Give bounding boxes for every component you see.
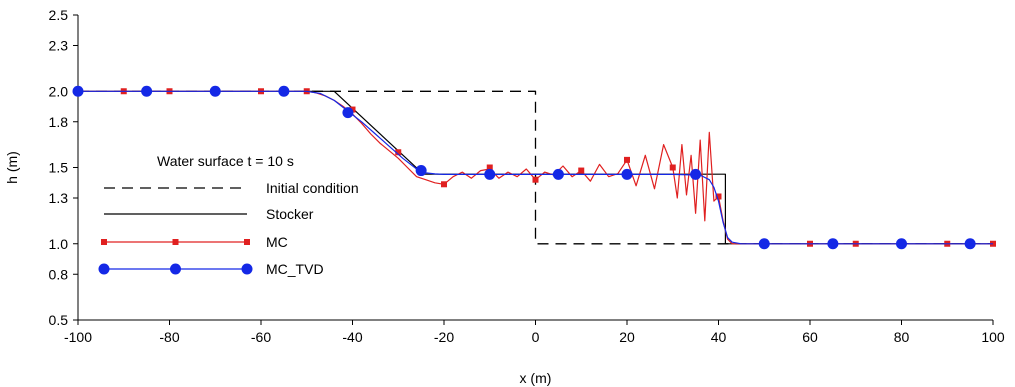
y-tick-label: 1.0 — [49, 236, 69, 252]
y-tick-label: 1.3 — [49, 190, 69, 206]
mc-data-point — [486, 164, 493, 171]
x-tick-label: 40 — [711, 329, 727, 345]
mc-tvd-data-point — [552, 168, 564, 180]
y-tick-label: 0.5 — [49, 312, 69, 328]
x-tick-label: 0 — [532, 329, 540, 345]
mc-tvd-data-point — [690, 168, 702, 180]
mc-tvd-data-point — [415, 165, 427, 177]
legend-circle-marker — [170, 263, 181, 275]
legend-circle-marker — [98, 263, 110, 275]
mc-tvd-data-point — [896, 238, 907, 250]
x-tick-label: -60 — [251, 329, 271, 345]
legend-title: Water surface t = 10 s — [157, 153, 294, 169]
legend-label: MC_TVD — [266, 261, 324, 277]
mc-data-point — [715, 193, 722, 200]
mc-tvd-data-point — [621, 168, 633, 180]
legend-square-marker — [172, 239, 179, 245]
mc-tvd-data-point — [342, 107, 354, 119]
mc-tvd-data-point — [209, 85, 221, 97]
mc-data-point — [669, 164, 676, 171]
legend-label: Stocker — [266, 206, 314, 222]
mc-tvd-data-point — [278, 85, 290, 97]
x-tick-label: 80 — [894, 329, 910, 345]
mc-data-point — [532, 176, 539, 183]
y-tick-label: 0.8 — [49, 266, 69, 282]
mc-data-point — [578, 167, 585, 174]
mc-tvd-data-point — [484, 168, 496, 180]
mc-data-point — [624, 156, 630, 163]
legend-label: Initial condition — [266, 180, 359, 196]
x-tick-label: 100 — [981, 329, 1005, 345]
x-tick-label: -40 — [342, 329, 362, 345]
series-line-mc-tvd — [78, 90, 993, 245]
legend-circle-marker — [241, 263, 253, 275]
x-tick-label: -20 — [434, 329, 454, 345]
y-tick-label: 1.5 — [49, 160, 69, 176]
mc-data-point — [395, 149, 402, 156]
x-tick-label: 60 — [802, 329, 818, 345]
y-tick-label: 1.8 — [49, 114, 69, 130]
x-axis-title: x (m) — [520, 370, 552, 386]
y-tick-label: 2.5 — [49, 7, 69, 23]
mc-tvd-data-point — [827, 238, 839, 250]
mc-tvd-data-point — [758, 238, 770, 250]
mc-tvd-data-point — [72, 85, 84, 97]
mc-data-point — [441, 181, 447, 188]
y-tick-label: 2.0 — [49, 83, 69, 99]
y-axis-title: h (m) — [4, 151, 20, 184]
legend: Water surface t = 10 s Initial condition S… — [98, 153, 359, 277]
x-tick-label: -80 — [159, 329, 179, 345]
x-tick-label: 20 — [619, 329, 635, 345]
legend-label: MC — [266, 234, 288, 250]
axes: -100 -80 -60 -40 -20 0 20 40 60 80 100 0.5 0.8 1.0 1.3… — [49, 7, 1005, 345]
y-tick-label: 2.3 — [49, 38, 69, 54]
mc-tvd-data-point — [141, 85, 153, 97]
legend-square-marker — [101, 239, 107, 245]
series-layer — [72, 85, 996, 250]
mc-tvd-data-point — [964, 238, 976, 250]
legend-square-marker — [244, 239, 250, 245]
x-tick-label: -100 — [64, 329, 92, 345]
